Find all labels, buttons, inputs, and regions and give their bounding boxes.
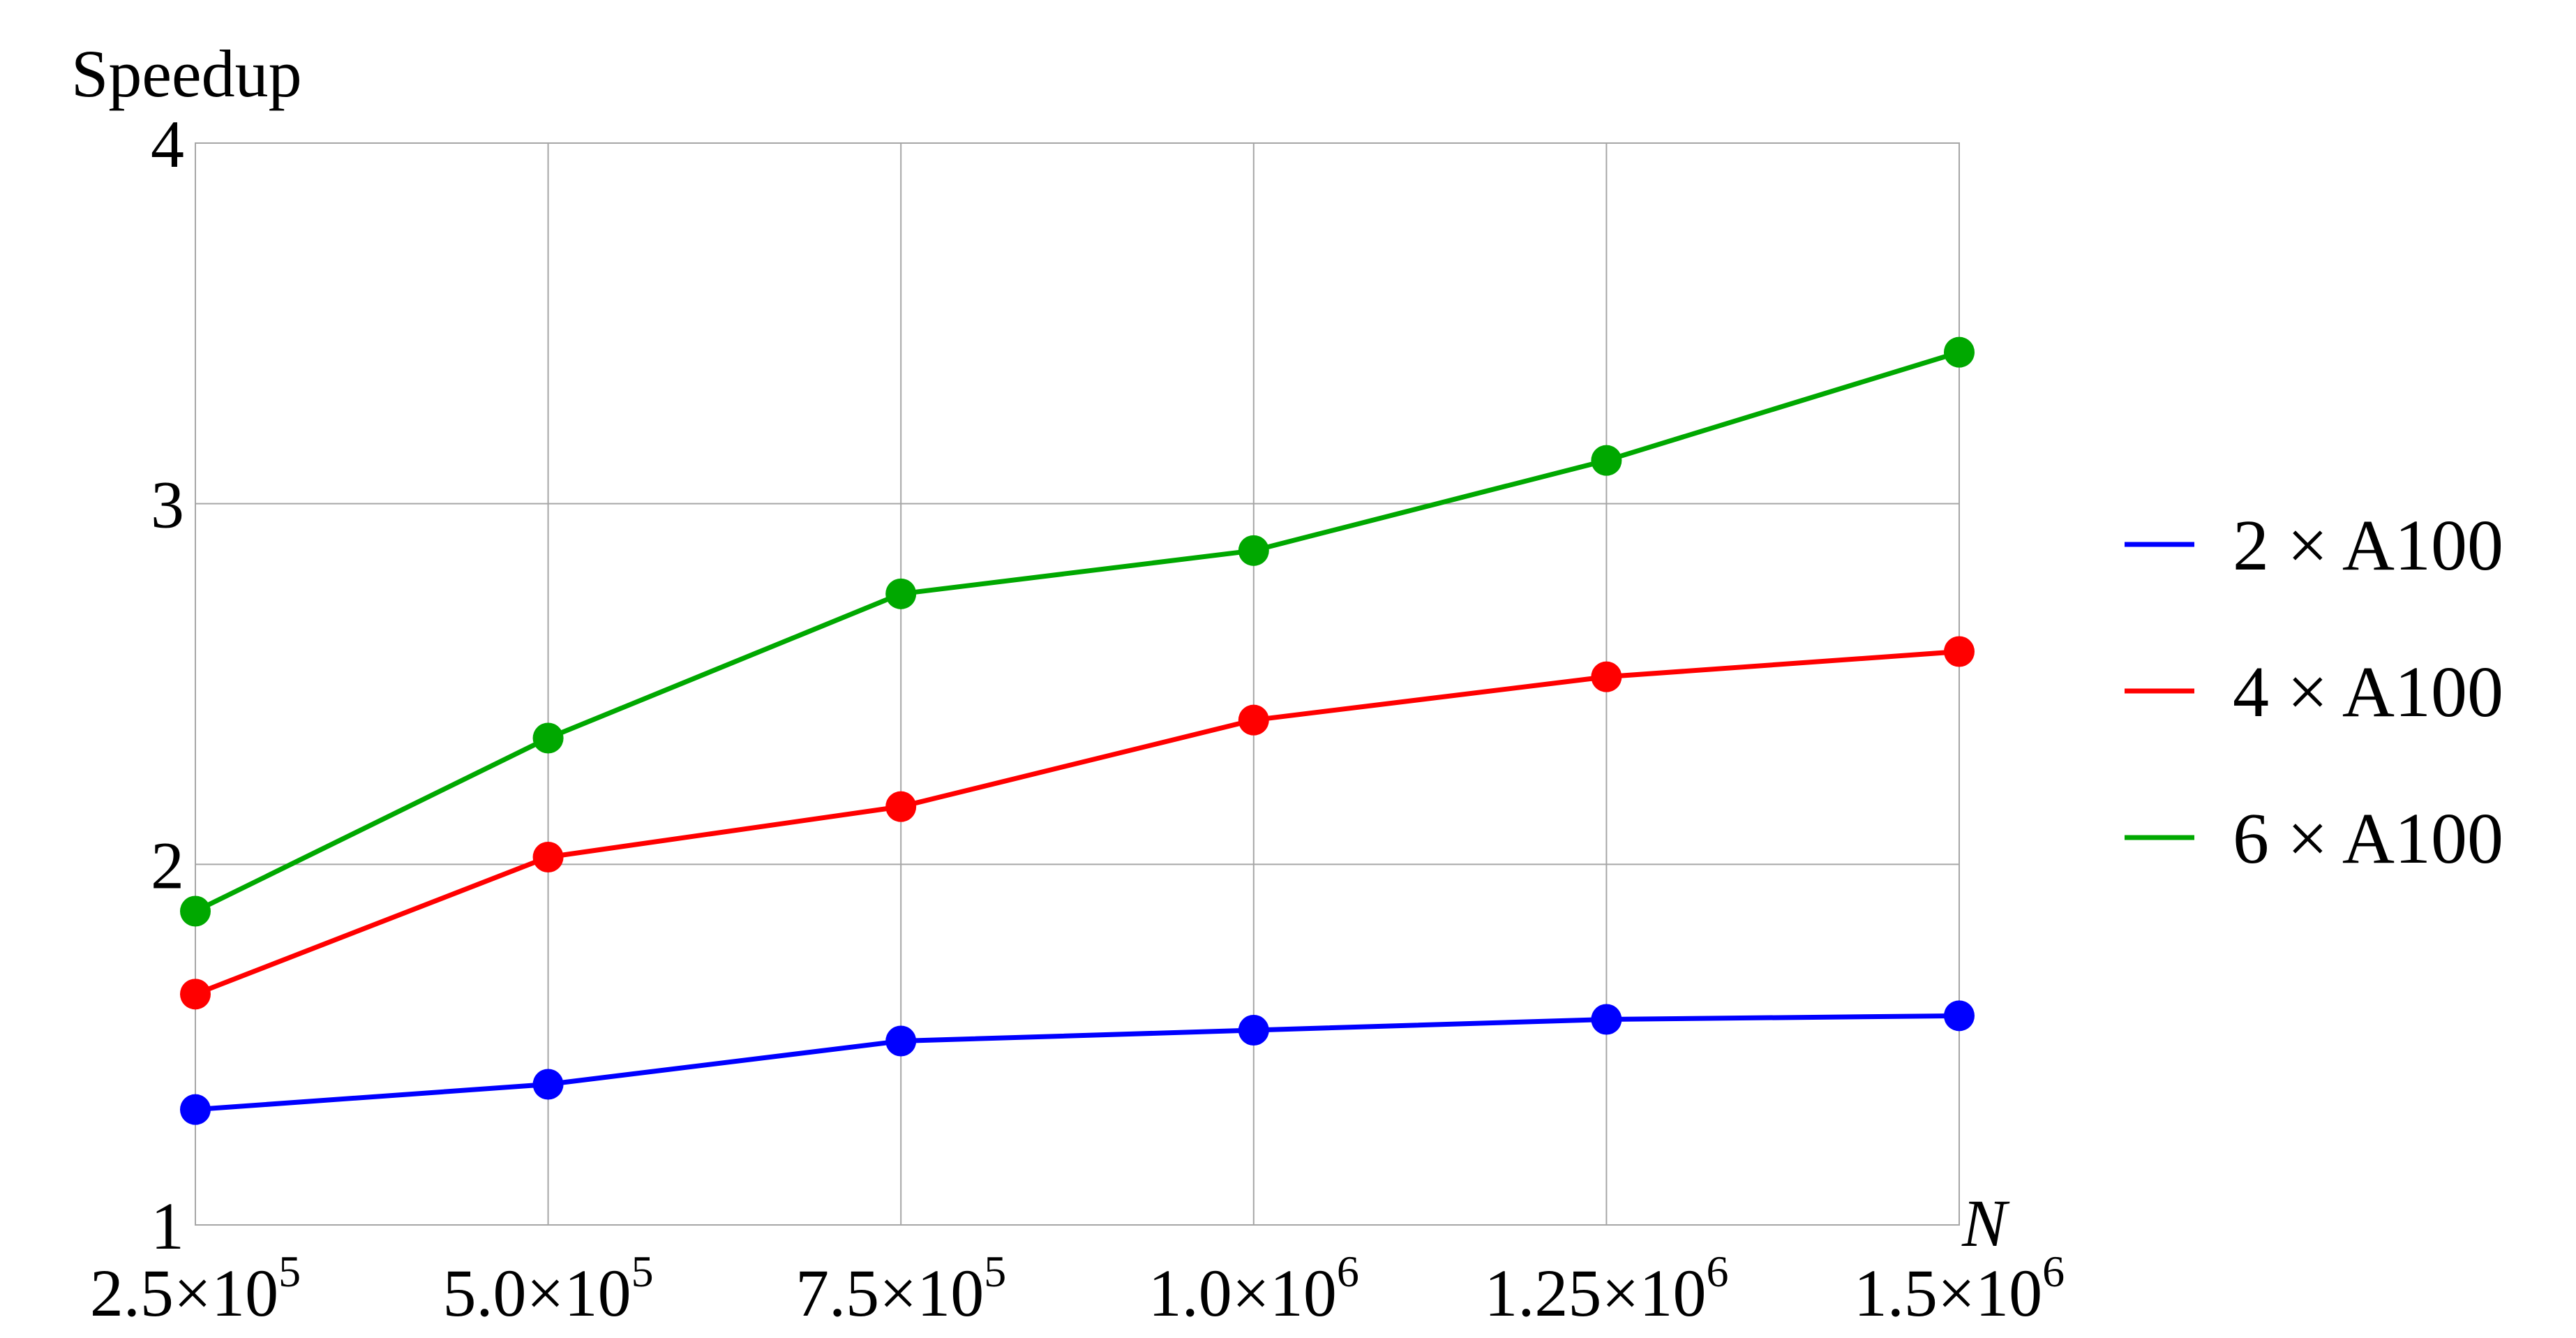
data-point [180,979,211,1010]
x-tick-label: 1.25×106 [1484,1247,1728,1330]
data-point [1238,1015,1269,1046]
data-point [1591,445,1622,476]
data-point [532,1069,564,1100]
series-2 [180,636,1975,1010]
legend-label: 2 × A100 [2233,505,2503,586]
data-point [532,842,564,872]
x-tick-label: 2.5×105 [90,1247,301,1330]
grid-layer [195,142,1960,1226]
x-axis-label: N [1961,1186,2010,1261]
x-tick-label: 5.0×105 [443,1247,654,1330]
x-tick-label: 1.5×106 [1854,1247,2065,1330]
series-line [193,649,1962,997]
data-point [1944,1000,1975,1032]
y-tick-label: 2 [151,828,184,902]
series-line [193,1013,1962,1113]
legend-item: 4 × A100 [2125,652,2503,732]
data-point [1238,704,1269,736]
data-point [1944,336,1975,368]
y-tick-label: 1 [151,1189,184,1263]
data-point [1944,636,1975,667]
y-tick-label: 3 [151,468,184,542]
series-3 [180,336,1975,927]
data-point [1591,1004,1622,1035]
plot-frame [195,142,1960,1226]
data-point [180,895,211,927]
series-line [193,350,1962,914]
data-point [180,1094,211,1125]
legend-label: 6 × A100 [2233,798,2503,879]
series-1 [180,1000,1975,1125]
data-point [1238,535,1269,566]
data-point [1591,661,1622,692]
data-point [532,722,564,754]
data-point [885,1025,917,1057]
legend: 2 × A100 4 × A100 6 × A100 [2125,505,2503,879]
tick-layer: 1 2 3 4 2.5×105 5.0×105 7.5×105 1.0×106 1.25×106… [90,107,2065,1330]
legend-item: 2 × A100 [2125,505,2503,586]
data-point [885,791,917,822]
legend-item: 6 × A100 [2125,798,2503,879]
series-layer [180,336,1975,1125]
data-point [885,578,917,609]
y-axis-label: Speedup [71,36,302,111]
x-tick-label: 1.0×106 [1148,1247,1359,1330]
legend-label: 4 × A100 [2233,652,2503,732]
x-tick-label: 7.5×105 [795,1247,1006,1330]
y-tick-label: 4 [151,107,184,181]
